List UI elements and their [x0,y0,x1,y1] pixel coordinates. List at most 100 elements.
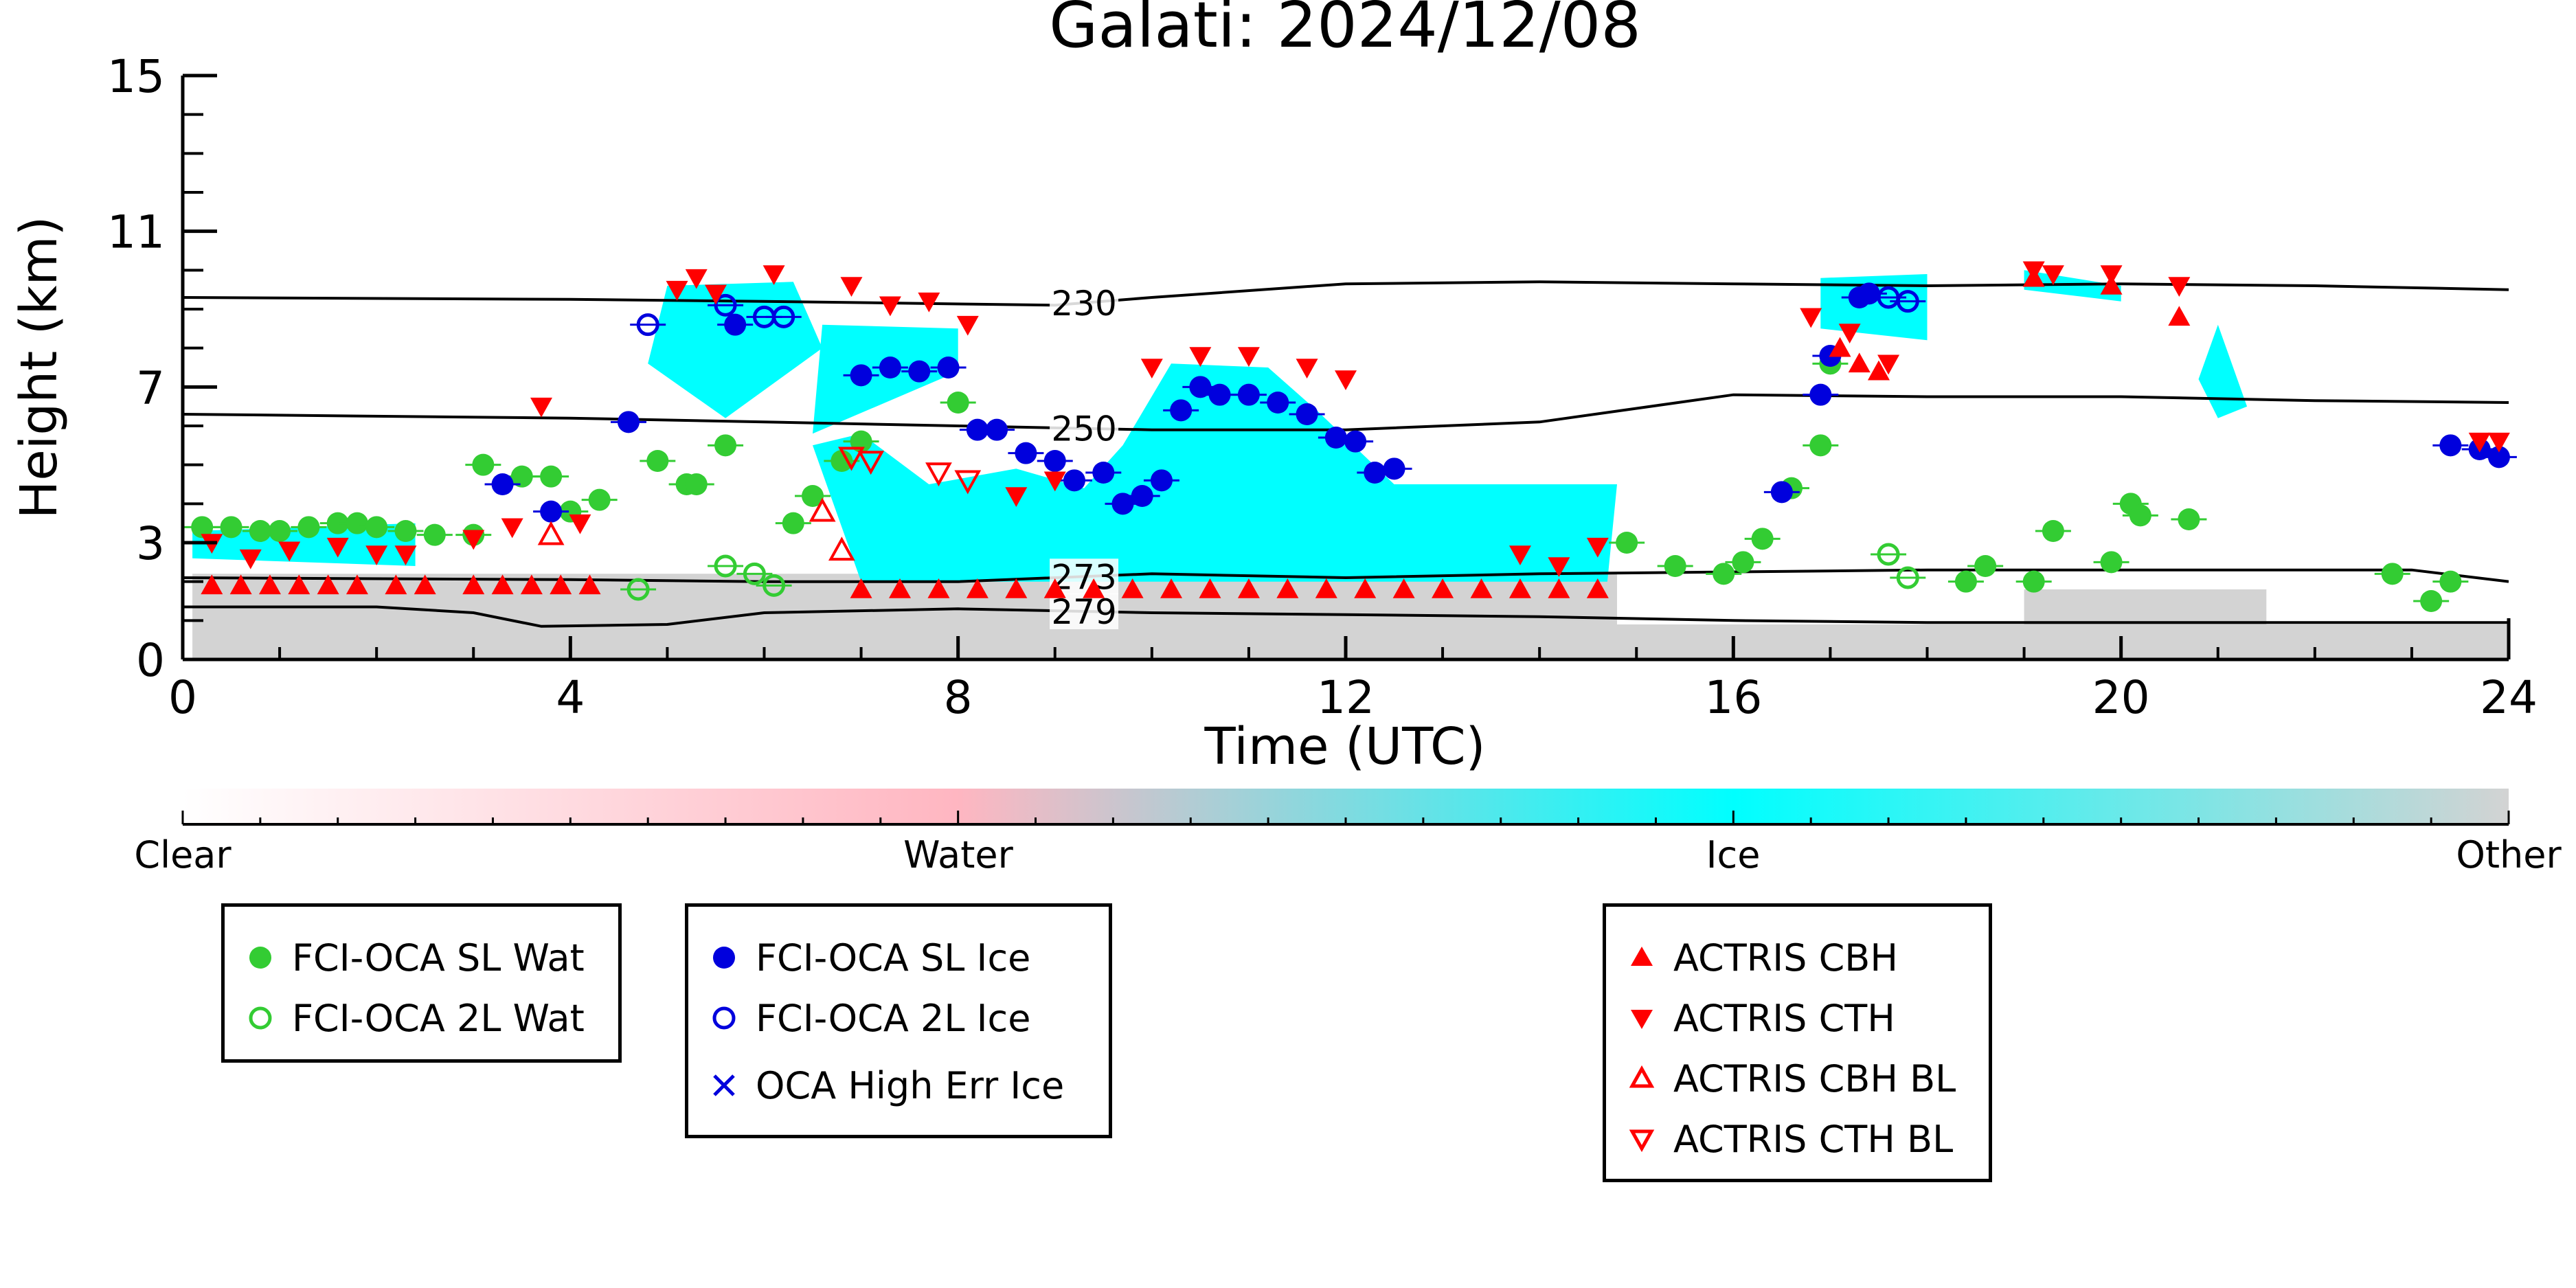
point-fci-oca-sl-wat [2100,551,2123,574]
point-fci-oca-2l-ice [1896,290,1919,313]
x-tick-label: 0 [168,671,197,724]
legend-label: ACTRIS CBH BL [1673,1057,1956,1100]
point-fci-oca-sl-wat [2178,508,2200,530]
point-fci-oca-sl-wat [2042,520,2064,542]
point-fci-oca-sl-wat [249,520,271,542]
open-triangle-down-icon [1629,1129,1655,1153]
ice-cloud-region [813,363,1617,582]
contour-label-bg [1050,410,1119,447]
point-fci-oca-sl-wat [588,488,611,511]
point-actris-cth [2042,265,2064,285]
contour-label: 273 [1051,557,1116,597]
point-fci-oca-sl-wat [1974,555,1997,577]
point-actris-cbh [1005,578,1028,598]
point-fci-oca-sl-wat [326,512,349,534]
legend-item-fci-oca-sl-ice: FCI-OCA SL Ice [688,936,1030,980]
contour-label-bg [1050,284,1119,321]
legend-label: OCA High Err Ice [756,1063,1065,1107]
point-fci-oca-sl-wat [423,523,446,546]
legend-item-actris-cbh: ACTRIS CBH [1606,936,1898,980]
point-actris-cbh [385,574,407,595]
legend-item-fci-oca-2l-ice: FCI-OCA 2L Ice [688,996,1031,1040]
point-fci-oca-sl-wat [1732,551,1754,574]
point-fci-oca-sl-ice [1237,383,1260,406]
point-fci-oca-sl-wat [782,512,804,534]
point-actris-cth [1335,370,1357,390]
cross-icon [713,1074,735,1096]
point-fci-oca-sl-ice [1043,450,1066,472]
y-tick-label: 0 [136,634,165,687]
point-actris-cth [1586,537,1609,558]
point-actris-cth [2168,277,2191,297]
point-fci-oca-sl-ice [937,357,960,379]
point-fci-oca-sl-wat [2381,563,2404,585]
point-fci-oca-sl-wat [831,450,853,472]
point-actris-cth [1296,359,1318,379]
x-axis-label: Time (UTC) [1204,717,1485,776]
y-tick-label: 7 [136,361,165,414]
point-actris-cbh-bl [809,497,836,522]
point-fci-oca-sl-wat [646,450,669,472]
other-region [2024,589,2267,644]
colorbar-label-water: Water [903,833,1013,877]
point-actris-cbh [1237,578,1260,598]
point-fci-oca-sl-wat [2439,570,2462,593]
point-fci-oca-sl-ice [1208,383,1231,406]
point-fci-oca-sl-wat [947,392,969,414]
contour-label: 230 [1051,284,1116,324]
point-actris-cbh [1121,578,1144,598]
point-actris-cbh [1470,578,1493,598]
point-fci-oca-2l-wat [1896,566,1919,589]
point-fci-oca-sl-wat [802,485,824,507]
point-fci-oca-sl-ice [879,357,901,379]
point-actris-cth [1189,347,1212,367]
point-fci-oca-sl-ice [1296,403,1318,425]
point-actris-cth [239,549,262,569]
point-actris-cbh [578,574,601,595]
x-tick-label: 8 [944,671,973,724]
contour-line-230 [183,280,2509,307]
point-actris-cth [2487,432,2510,453]
point-actris-cbh [2168,306,2191,326]
point-actris-cth [569,514,591,534]
point-fci-oca-sl-ice [617,411,640,433]
point-actris-cth [1237,347,1260,367]
point-actris-cbh [1392,578,1415,598]
legend-ice: FCI-OCA SL Ice FCI-OCA 2L Ice OCA High E… [685,903,1112,1138]
point-actris-cbh [927,578,950,598]
point-actris-cbh [1848,352,1871,373]
point-fci-oca-2l-wat [714,554,737,578]
ice-cloud-region [2024,270,2121,302]
open-circle-icon [249,1006,272,1030]
point-fci-oca-sl-ice [966,418,988,441]
point-actris-cbh [1083,578,1105,598]
point-actris-cth [1548,557,1570,577]
point-fci-oca-2l-wat [762,574,786,597]
colorbar-label-clear: Clear [134,833,231,877]
point-actris-cth [1140,359,1163,379]
point-actris-cbh [1354,578,1377,598]
point-actris-cbh [1432,578,1454,598]
point-fci-oca-sl-ice [1267,392,1289,414]
point-actris-cth [530,397,553,418]
point-actris-cbh [288,574,310,595]
legend-label: ACTRIS CBH [1673,936,1898,980]
y-tick-label: 3 [136,517,165,570]
point-actris-cth [840,277,863,297]
point-fci-oca-sl-wat [1616,532,1638,554]
point-fci-oca-sl-ice [724,313,747,336]
point-fci-oca-2l-ice [636,313,659,337]
point-actris-cbh-bl [537,521,565,545]
legend-label: FCI-OCA 2L Ice [756,996,1031,1040]
point-fci-oca-sl-ice [1131,485,1153,507]
point-fci-oca-2l-ice [714,293,737,317]
point-fci-oca-sl-ice [491,473,514,495]
point-actris-cbh [520,574,543,595]
point-actris-cbh [1509,578,1531,598]
x-tick-label: 24 [2480,671,2538,724]
point-fci-oca-sl-wat [2022,570,2045,593]
point-actris-cbh [229,574,252,595]
data-points [184,261,2517,612]
point-fci-oca-sl-wat [510,465,533,488]
